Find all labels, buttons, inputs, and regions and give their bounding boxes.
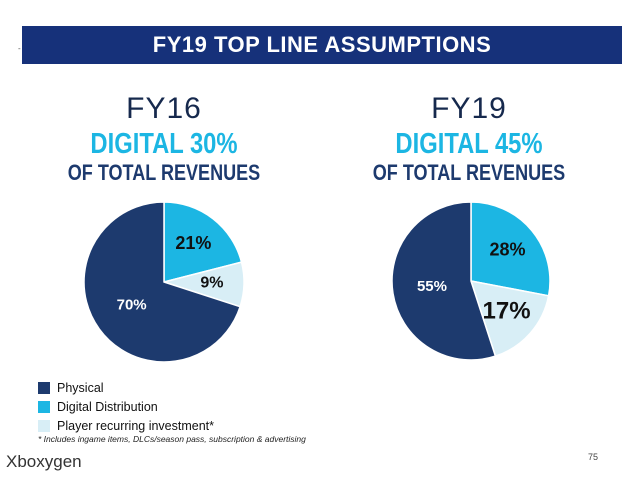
watermark-logo: Xboxygen bbox=[6, 452, 82, 471]
fy19-label-physical: 55% bbox=[417, 278, 447, 295]
fy16-year-label: FY16 bbox=[126, 92, 202, 125]
fy16-digital-headline: DIGITAL 30% bbox=[90, 128, 238, 160]
fy16-subheadline: OF TOTAL REVENUES bbox=[67, 160, 261, 185]
legend-swatch-physical bbox=[38, 381, 50, 394]
page-number: 75 bbox=[588, 452, 599, 462]
legend-swatch-player-recurring bbox=[38, 419, 50, 432]
legend-label-physical: Physical bbox=[57, 380, 104, 395]
legend-label-player-recurring: Player recurring investment* bbox=[57, 418, 215, 433]
legend-swatch-digital-distribution bbox=[38, 400, 50, 413]
fy19-label-digital-distribution: 28% bbox=[490, 240, 526, 260]
fy19-subheadline: OF TOTAL REVENUES bbox=[372, 160, 566, 185]
footnote: * Includes ingame items, DLCs/season pas… bbox=[38, 434, 306, 444]
slide-title: FY19 TOP LINE ASSUMPTIONS bbox=[152, 32, 492, 57]
fy19-header: FY19 DIGITAL 45% OF TOTAL REVENUES bbox=[339, 92, 599, 186]
fy16-label-digital-distribution: 21% bbox=[175, 233, 211, 253]
fy16-pie-chart: 21% 9% 70% bbox=[83, 201, 245, 363]
fy16-slice-physical bbox=[83, 201, 242, 363]
fy19-label-player-recurring: 17% bbox=[483, 298, 531, 325]
fy19-slice-digital-distribution bbox=[470, 201, 551, 297]
fy16-label-player-recurring: 9% bbox=[200, 275, 223, 292]
fy19-year-label: FY19 bbox=[431, 92, 507, 125]
fy16-header: FY16 DIGITAL 30% OF TOTAL REVENUES bbox=[34, 92, 294, 186]
chart-legend: Physical Digital Distribution Player rec… bbox=[38, 378, 214, 435]
fy19-digital-headline: DIGITAL 45% bbox=[395, 128, 543, 160]
fy19-slice-player-recurring bbox=[469, 280, 550, 358]
fy16-label-physical: 70% bbox=[117, 296, 147, 313]
legend-item-physical: Physical bbox=[38, 378, 214, 397]
legend-item-digital-distribution: Digital Distribution bbox=[38, 397, 214, 416]
fy19-pie-chart: 28% 17% 55% bbox=[391, 201, 551, 361]
fy16-slice-digital-distribution bbox=[163, 201, 243, 283]
legend-label-digital-distribution: Digital Distribution bbox=[57, 399, 158, 414]
corner-mark: - bbox=[18, 44, 21, 53]
fy19-slice-physical bbox=[391, 201, 497, 361]
legend-item-player-recurring: Player recurring investment* bbox=[38, 416, 214, 435]
title-banner: FY19 TOP LINE ASSUMPTIONS bbox=[22, 26, 622, 64]
